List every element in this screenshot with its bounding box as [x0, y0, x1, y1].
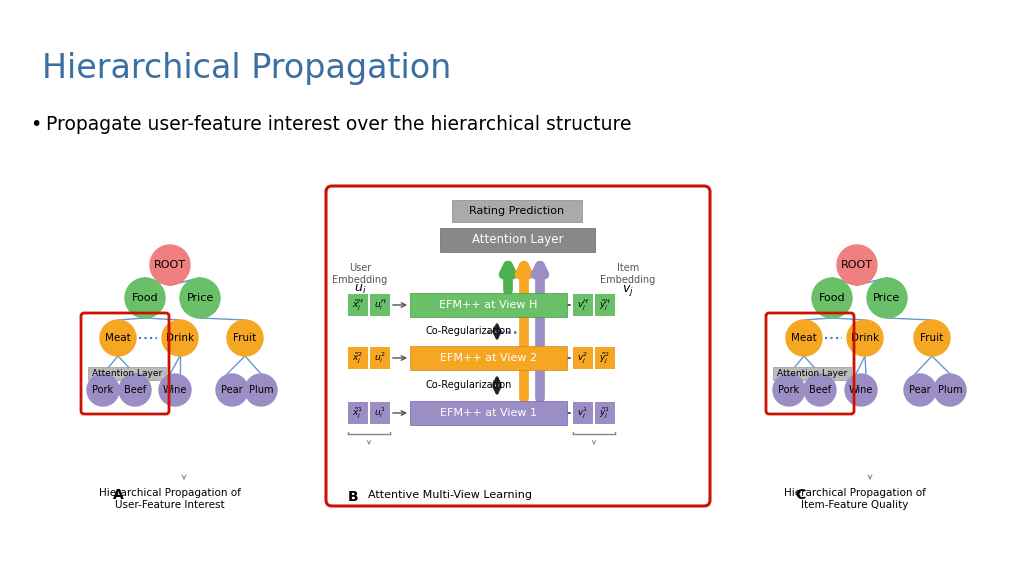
Bar [348, 347, 368, 369]
Text: Plum: Plum [938, 385, 963, 395]
Text: Pear: Pear [221, 385, 243, 395]
Bar [773, 367, 851, 380]
Bar [595, 294, 615, 316]
Text: Meat: Meat [792, 333, 817, 343]
Text: Food: Food [818, 293, 846, 303]
Circle shape [87, 374, 119, 406]
Text: $u^H_i$: $u^H_i$ [374, 298, 386, 312]
Bar [348, 294, 368, 316]
Text: Fruit: Fruit [921, 333, 944, 343]
Text: Hierarchical Propagation of
User-Feature Interest: Hierarchical Propagation of User-Feature… [99, 488, 241, 510]
Circle shape [934, 374, 966, 406]
Text: Price: Price [873, 293, 901, 303]
Text: Pork: Pork [778, 385, 800, 395]
Bar [410, 401, 567, 425]
Bar [370, 294, 390, 316]
Text: Fruit: Fruit [233, 333, 257, 343]
Text: $u^2_i$: $u^2_i$ [374, 351, 386, 365]
Text: Wine: Wine [849, 385, 873, 395]
Bar [573, 347, 593, 369]
Text: Propagate user-feature interest over the hierarchical structure: Propagate user-feature interest over the… [46, 115, 632, 134]
Bar [410, 293, 567, 317]
Text: Beef: Beef [124, 385, 146, 395]
Bar [348, 402, 368, 424]
Text: EFM++ at View H: EFM++ at View H [439, 300, 538, 310]
Text: ROOT: ROOT [154, 260, 186, 270]
Circle shape [812, 278, 852, 318]
Text: ROOT: ROOT [841, 260, 873, 270]
Text: Item
Embedding: Item Embedding [600, 263, 655, 285]
Text: Plum: Plum [249, 385, 273, 395]
Text: Attentive Multi-View Learning: Attentive Multi-View Learning [368, 490, 532, 500]
Text: Wine: Wine [163, 385, 187, 395]
Text: Drink: Drink [851, 333, 879, 343]
Bar [88, 367, 166, 380]
Bar [595, 402, 615, 424]
Text: Price: Price [186, 293, 214, 303]
Text: A: A [113, 488, 123, 502]
Text: $\tilde{y}^1_j$: $\tilde{y}^1_j$ [599, 406, 610, 420]
Text: $\mathbf{\mathit{u}}_i$: $\mathbf{\mathit{u}}_i$ [353, 283, 367, 296]
Circle shape [216, 374, 248, 406]
Circle shape [847, 320, 883, 356]
Circle shape [245, 374, 278, 406]
Circle shape [119, 374, 151, 406]
Text: User
Embedding: User Embedding [333, 263, 388, 285]
Bar [370, 402, 390, 424]
Text: $\tilde{x}^2_j$: $\tilde{x}^2_j$ [352, 350, 364, 366]
Text: Drink: Drink [166, 333, 195, 343]
Circle shape [914, 320, 950, 356]
Text: EFM++ at View 2: EFM++ at View 2 [440, 353, 537, 363]
Text: $\tilde{y}^2_j$: $\tilde{y}^2_j$ [599, 350, 610, 366]
Circle shape [180, 278, 220, 318]
Text: B: B [348, 490, 358, 504]
Circle shape [904, 374, 936, 406]
Text: Co-Regularization: Co-Regularization [425, 381, 511, 391]
Circle shape [837, 245, 877, 285]
Text: $\tilde{x}^1_j$: $\tilde{x}^1_j$ [352, 406, 364, 420]
Text: $\tilde{x}^H_j$: $\tilde{x}^H_j$ [352, 297, 365, 313]
Bar [573, 294, 593, 316]
Text: Beef: Beef [809, 385, 831, 395]
Circle shape [100, 320, 136, 356]
Text: Food: Food [132, 293, 159, 303]
Text: Attention Layer: Attention Layer [92, 369, 162, 378]
Bar [440, 228, 595, 252]
Bar [595, 347, 615, 369]
Bar [370, 347, 390, 369]
Circle shape [786, 320, 822, 356]
Text: Attention Layer: Attention Layer [472, 233, 563, 247]
Circle shape [867, 278, 907, 318]
Bar [573, 402, 593, 424]
Text: $\mathbf{\mathit{v}}_j$: $\mathbf{\mathit{v}}_j$ [622, 283, 634, 298]
Text: $v^H_j$: $v^H_j$ [577, 297, 589, 313]
Text: Pork: Pork [92, 385, 114, 395]
Circle shape [227, 320, 263, 356]
Circle shape [845, 374, 877, 406]
Text: Attention Layer: Attention Layer [777, 369, 847, 378]
Circle shape [804, 374, 836, 406]
Text: $u^1_i$: $u^1_i$ [374, 406, 386, 420]
Text: •: • [30, 115, 41, 134]
Circle shape [773, 374, 805, 406]
Bar [410, 346, 567, 370]
Text: Co-Regularization: Co-Regularization [425, 327, 511, 336]
Circle shape [159, 374, 191, 406]
Text: Hierarchical Propagation of
Item-Feature Quality: Hierarchical Propagation of Item-Feature… [784, 488, 926, 510]
Text: $v^1_j$: $v^1_j$ [578, 406, 589, 420]
Text: EFM++ at View 1: EFM++ at View 1 [440, 408, 537, 418]
Text: Rating Prediction: Rating Prediction [469, 206, 564, 216]
Text: Meat: Meat [105, 333, 131, 343]
Text: C: C [795, 488, 805, 502]
Text: Hierarchical Propagation: Hierarchical Propagation [42, 52, 452, 85]
Circle shape [125, 278, 165, 318]
Text: $\tilde{y}^H_j$: $\tilde{y}^H_j$ [599, 297, 611, 313]
Text: $v^2_j$: $v^2_j$ [578, 350, 589, 366]
Circle shape [162, 320, 198, 356]
Text: Pear: Pear [909, 385, 931, 395]
Bar [452, 200, 582, 222]
Circle shape [150, 245, 190, 285]
